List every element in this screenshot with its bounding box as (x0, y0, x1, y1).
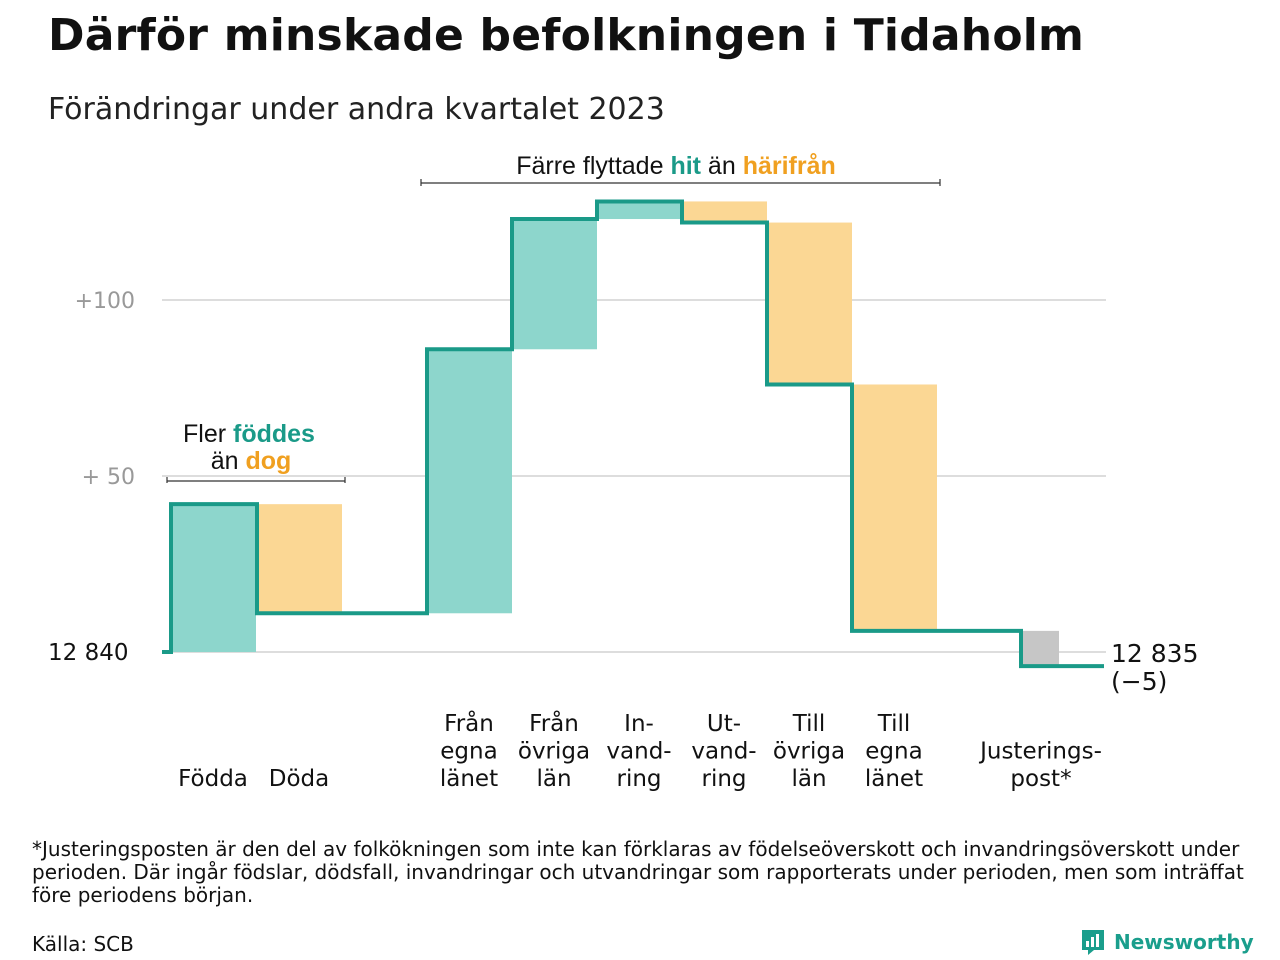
bar-adjust (1021, 630, 1059, 667)
x-category-label: ring (616, 766, 661, 792)
bar-plus (597, 201, 682, 220)
footnote: *Justeringsposten är den del av folkökni… (32, 837, 1244, 907)
annotation-highlight-born: föddes (233, 420, 315, 448)
bar-plus (427, 349, 512, 614)
x-category-label: vand- (606, 739, 671, 765)
x-category-labels: Födda DödaFrånegnalänetFrånövrigalänIn-va… (178, 709, 1102, 792)
annotation-text: än (211, 447, 246, 475)
newsworthy-logo-icon (1082, 930, 1104, 955)
bars (171, 201, 1059, 667)
bar-minus (767, 222, 852, 385)
y-tick-labels: +100 + 50 (75, 289, 135, 490)
annotation-highlight-died: dog (245, 447, 291, 475)
source-label: Källa: SCB (32, 932, 134, 956)
svg-text:Färre flyttade hit än härifrån: Färre flyttade hit än härifrån (516, 152, 836, 180)
x-category-label: Från (529, 709, 579, 737)
chart-subtitle: Förändringar under andra kvartalet 2023 (48, 92, 665, 127)
end-change-label: (−5) (1111, 667, 1167, 696)
end-value-label: 12 835 (1111, 639, 1198, 668)
x-category-label: In- (624, 711, 654, 737)
bar-plus (171, 504, 256, 652)
migration-annotation: Färre flyttade hit än härifrån (420, 152, 941, 186)
svg-text:Fler föddes: Fler föddes (183, 420, 315, 448)
bar-minus (682, 201, 767, 223)
x-category-label: övriga (773, 739, 845, 765)
bar-plus (512, 219, 597, 350)
x-category-label: egna (440, 739, 497, 765)
waterfall-chart: +100+ 50 Födda DödaFrånegnalänetFrånövrig… (48, 152, 1198, 792)
annotation-text: Fler (183, 420, 233, 448)
x-category-label: övriga (518, 739, 590, 765)
chart-title: Därför minskade befolkningen i Tidaholm (48, 10, 1085, 61)
brand-logo[interactable]: Newsworthy (1080, 928, 1254, 956)
x-category-label: vand- (691, 739, 756, 765)
x-category-label: län (791, 766, 826, 792)
x-category-label: Ut- (707, 711, 741, 737)
annotation-bracket (420, 179, 941, 186)
y-tick-label: +100 (75, 289, 135, 314)
annotation-text: än (701, 152, 743, 180)
x-category-label: Justerings- (978, 739, 1102, 765)
x-category-label: länet (865, 766, 923, 792)
x-category-label: Till (877, 711, 911, 737)
x-category-label: Från (444, 709, 494, 737)
y-tick-label: + 50 (82, 465, 135, 490)
start-value-label: 12 840 (48, 640, 128, 666)
x-category-label: ring (701, 766, 746, 792)
svg-text:än dog: än dog (211, 447, 292, 475)
birth-death-annotation: Fler föddes än dog (166, 420, 346, 483)
x-category-label: Till (792, 711, 826, 737)
annotation-bracket (166, 477, 346, 483)
running-total-line (162, 199, 1104, 669)
bar-minus (852, 384, 937, 631)
x-category-label: post* (1010, 766, 1071, 792)
annotation-highlight-hit: hit (670, 152, 701, 180)
x-category-label: Födda (178, 766, 248, 792)
bar-minus (257, 504, 342, 614)
x-category-label: län (536, 766, 571, 792)
brand-name: Newsworthy (1114, 930, 1254, 954)
x-category-label: Döda (269, 766, 329, 792)
x-category-label: egna (865, 739, 922, 765)
annotation-highlight-away: härifrån (743, 152, 836, 180)
gridlines (162, 299, 1106, 653)
x-category-label: länet (440, 766, 498, 792)
annotation-text: Färre flyttade (516, 152, 670, 180)
